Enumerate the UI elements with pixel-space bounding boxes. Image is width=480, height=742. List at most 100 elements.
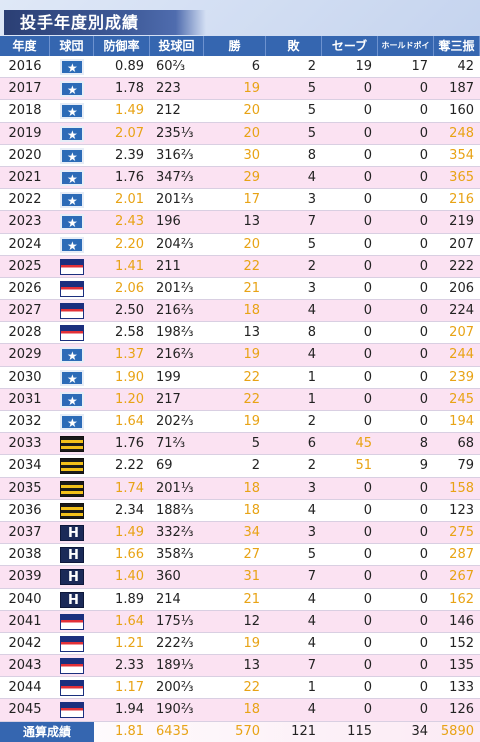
cell-sv: 0 <box>363 258 372 274</box>
cell-year: 2044 <box>8 680 42 696</box>
cell-l: 2 <box>307 59 316 74</box>
cell-year: 2030 <box>8 369 42 385</box>
cell-year: 2039 <box>8 569 42 585</box>
cell-sv: 0 <box>363 169 372 185</box>
cell-ip: 216⅔ <box>156 347 194 363</box>
cell-sv: 0 <box>363 502 372 518</box>
cell-ip: 216⅔ <box>156 303 194 319</box>
cell-so: 216 <box>449 192 474 208</box>
cell-sv: 0 <box>363 480 372 496</box>
cell-so: 267 <box>449 569 474 585</box>
cell-era: 2.50 <box>115 303 144 319</box>
star-team-logo-icon <box>60 79 84 99</box>
totals-losses: 121 <box>291 723 316 739</box>
cell-l: 7 <box>307 214 316 230</box>
header-strikeouts: 奪三振 <box>434 36 480 56</box>
table-row: 2026 2.06 201⅔ 21 3 0 0 206 <box>0 277 480 301</box>
cell-team <box>50 522 94 543</box>
header-year: 年度 <box>0 36 50 56</box>
cell-l: 5 <box>307 81 316 97</box>
star-team-logo-icon <box>60 345 84 366</box>
cell-ip: 201⅔ <box>156 192 194 208</box>
cell-era: 1.74 <box>115 480 144 496</box>
cell-team <box>50 411 94 432</box>
cell-l: 8 <box>307 325 316 341</box>
cell-so: 160 <box>449 103 474 119</box>
cell-team <box>50 544 94 565</box>
cell-team <box>50 633 94 654</box>
cell-era: 2.58 <box>115 325 144 341</box>
cell-hld: 0 <box>419 214 428 230</box>
cell-team <box>50 300 94 321</box>
h-team-logo-icon <box>60 567 84 588</box>
cell-team <box>50 589 94 610</box>
star-team-logo-icon <box>60 190 84 210</box>
star-team-logo-icon <box>60 412 84 432</box>
star-team-logo-icon <box>60 146 84 166</box>
cell-year: 2033 <box>8 436 42 452</box>
star-team-logo-icon <box>60 368 84 388</box>
cell-year: 2038 <box>8 547 42 563</box>
cell-year: 2040 <box>8 591 42 607</box>
cell-year: 2016 <box>8 59 42 74</box>
table-row: 2032 1.64 202⅔ 19 2 0 0 194 <box>0 411 480 434</box>
cell-year: 2021 <box>8 169 42 185</box>
cell-so: 287 <box>449 547 474 563</box>
cell-era: 1.17 <box>115 680 144 696</box>
cell-ip: 189⅓ <box>156 658 194 674</box>
cell-year: 2024 <box>8 236 42 252</box>
cell-w: 21 <box>243 280 260 296</box>
cell-l: 2 <box>307 414 316 429</box>
cell-so: 239 <box>449 369 474 385</box>
table-row: 2036 2.34 188⅔ 18 4 0 0 123 <box>0 499 480 522</box>
cell-hld: 0 <box>419 414 428 429</box>
cell-hld: 0 <box>419 391 428 407</box>
star-team-logo-icon <box>60 57 84 77</box>
table-row: 2039 1.40 360 31 7 0 0 267 <box>0 566 480 589</box>
table-row: 2022 2.01 201⅔ 17 3 0 0 216 <box>0 189 480 212</box>
cell-era: 2.43 <box>115 214 144 230</box>
cell-so: 194 <box>449 414 474 429</box>
cell-l: 5 <box>307 125 316 141</box>
cell-sv: 0 <box>363 325 372 341</box>
cell-ip: 199 <box>156 369 181 385</box>
table-row: 2019 2.07 235⅓ 20 5 0 0 248 <box>0 122 480 145</box>
cell-sv: 0 <box>363 702 372 718</box>
cell-year: 2045 <box>8 702 42 718</box>
cell-ip: 71⅔ <box>156 436 186 452</box>
cell-era: 0.89 <box>115 59 144 74</box>
cell-era: 2.20 <box>115 236 144 252</box>
page-title: 投手年度別成績 <box>4 10 206 35</box>
cell-l: 6 <box>307 436 316 452</box>
cell-hld: 0 <box>419 524 428 540</box>
cell-year: 2034 <box>8 458 42 474</box>
cell-era: 2.06 <box>115 280 144 296</box>
table-row: 2018 1.49 212 20 5 0 0 160 <box>0 100 480 123</box>
cell-team <box>50 367 94 388</box>
cell-era: 1.76 <box>115 436 144 452</box>
cell-l: 4 <box>307 613 316 629</box>
cell-ip: 201⅓ <box>156 480 194 496</box>
cell-so: 365 <box>449 169 474 185</box>
cell-sv: 0 <box>363 680 372 696</box>
table-row: 2021 1.76 347⅔ 29 4 0 0 365 <box>0 166 480 190</box>
cell-so: 79 <box>457 458 474 474</box>
cell-l: 7 <box>307 658 316 674</box>
cell-sv: 0 <box>363 303 372 319</box>
cell-sv: 0 <box>363 103 372 119</box>
cell-year: 2028 <box>8 325 42 341</box>
cell-hld: 0 <box>419 547 428 563</box>
totals-wins: 570 <box>235 723 260 739</box>
cell-w: 19 <box>243 347 260 363</box>
header-holds: ホールドポイント <box>378 36 434 70</box>
star-team-logo-icon <box>60 168 84 188</box>
star-team-logo-icon <box>60 390 84 410</box>
cell-w: 20 <box>243 103 260 119</box>
cell-team <box>50 278 94 299</box>
cell-sv: 0 <box>363 547 372 563</box>
cell-l: 1 <box>307 680 316 696</box>
cell-hld: 0 <box>419 613 428 629</box>
cell-hld: 0 <box>419 480 428 496</box>
cell-hld: 0 <box>419 369 428 385</box>
totals-label: 通算成績 <box>0 721 94 742</box>
